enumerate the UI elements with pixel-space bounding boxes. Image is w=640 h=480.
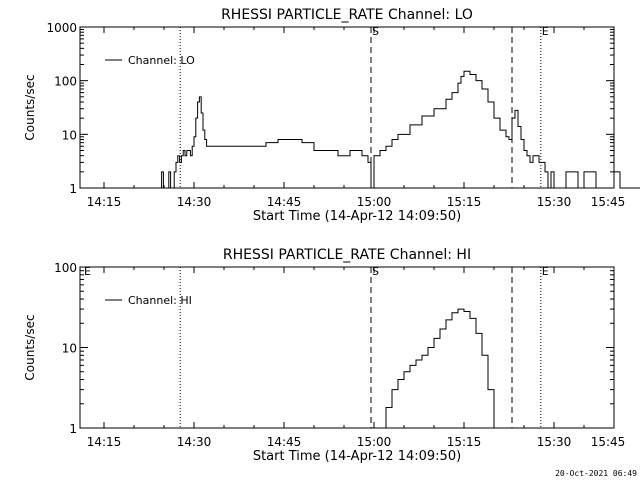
x-tick-label: 15:00 <box>357 435 392 449</box>
y-tick-label: 10 <box>62 128 77 142</box>
x-tick-label: 14:45 <box>267 435 302 449</box>
x-tick-label: 15:15 <box>447 435 482 449</box>
plot-frame <box>79 26 615 189</box>
panel-hi: RHESSI PARTICLE_RATE Channel: HI 14:15 14:… <box>23 247 625 464</box>
x-tick-label: 15:30 <box>537 435 572 449</box>
y-tick-label: 1 <box>69 422 77 436</box>
x-tick-label: 15:15 <box>447 195 482 209</box>
x-tick-label: 14:30 <box>177 435 212 449</box>
legend-entry: Channel: HI <box>128 294 192 307</box>
y-tick-label: 100 <box>54 75 77 89</box>
chart-title: RHESSI PARTICLE_RATE Channel: LO <box>221 7 473 23</box>
y-tick-label: 100 <box>54 261 77 275</box>
x-tick-label: 14:15 <box>87 435 122 449</box>
x-axis-label: Start Time (14-Apr-12 14:09:50) <box>253 449 461 464</box>
marker-label: E <box>542 25 549 38</box>
chart-title: RHESSI PARTICLE_RATE Channel: HI <box>223 247 471 263</box>
y-axis-label: Counts/sec <box>23 74 37 140</box>
marker-label: S <box>372 265 379 278</box>
panel-lo: RHESSI PARTICLE_RATE Channel: LO 14:15 14:… <box>23 7 640 224</box>
y-tick-label: 10 <box>62 342 77 356</box>
plot-frame <box>79 266 615 429</box>
marker-label: S <box>372 25 379 38</box>
footer-timestamp: 20-Oct-2021 06:49 <box>555 469 637 478</box>
x-tick-label: 14:30 <box>177 195 212 209</box>
y-axis-label: Counts/sec <box>23 314 37 380</box>
x-tick-label: 15:45 <box>591 435 626 449</box>
series-line <box>159 70 640 189</box>
x-tick-label: 14:45 <box>267 195 302 209</box>
x-tick-label: 15:30 <box>537 195 572 209</box>
x-tick-label: 15:00 <box>357 195 392 209</box>
x-axis-label: Start Time (14-Apr-12 14:09:50) <box>253 209 461 224</box>
y-tick-label: 1000 <box>46 21 77 35</box>
x-tick-label: 14:15 <box>87 195 122 209</box>
marker-label: E <box>84 265 91 278</box>
series-line <box>380 308 495 429</box>
x-tick-label: 15:45 <box>591 195 626 209</box>
marker-label: E <box>542 265 549 278</box>
y-tick-label: 1 <box>69 182 77 196</box>
legend-entry: Channel: LO <box>128 54 195 67</box>
